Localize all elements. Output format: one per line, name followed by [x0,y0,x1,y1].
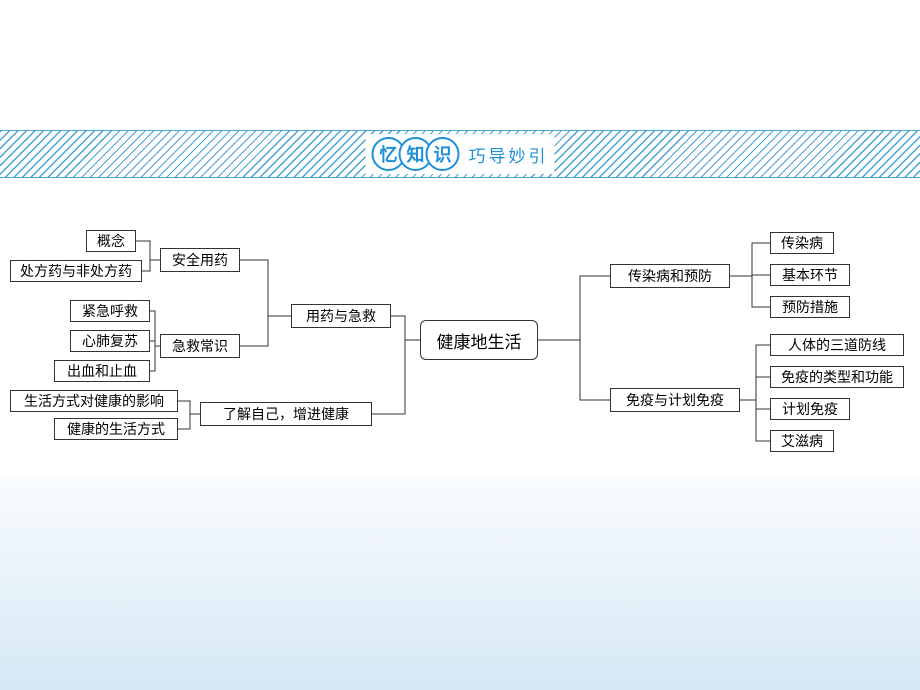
node-know_self: 了解自己，增进健康 [200,402,372,426]
node-bleed: 出血和止血 [54,360,150,382]
edge-center-immune [538,340,610,400]
edge-center-med_aid [391,316,420,340]
node-concept: 概念 [86,230,136,252]
node-aid_know: 急救常识 [160,334,240,358]
node-healthy: 健康的生活方式 [54,418,178,440]
edge-know_self-healthy [178,414,200,429]
edge-aid_know-cpr [150,341,160,346]
edge-infect-inf1 [730,243,770,276]
node-lifestyle: 生活方式对健康的影响 [10,390,178,412]
edge-immune-imm4 [740,400,770,441]
node-inf1: 传染病 [770,232,834,254]
node-imm2: 免疫的类型和功能 [770,366,904,388]
diagram-container: 健康地生活 用药与急救了解自己，增进健康 安全用药急救常识 概念处方药与非处方药紧急呼… [0,202,920,478]
header-subtitle: 巧导妙引 [469,142,549,167]
edge-med_aid-safe_med [240,260,291,316]
edge-immune-imm2 [740,377,770,400]
edge-safe_med-concept [136,241,160,260]
edge-infect-inf3 [730,276,770,307]
node-imm1: 人体的三道防线 [770,334,904,356]
node-infect: 传染病和预防 [610,264,730,288]
node-inf3: 预防措施 [770,296,850,318]
edge-immune-imm1 [740,345,770,400]
node-imm3: 计划免疫 [770,398,850,420]
node-rx: 处方药与非处方药 [10,260,142,282]
edge-immune-imm3 [740,400,770,409]
node-safe_med: 安全用药 [160,248,240,272]
header-title-group: 忆 知 识 巧导妙引 [366,134,555,174]
node-inf2: 基本环节 [770,264,850,286]
edge-know_self-lifestyle [178,401,200,414]
node-immune: 免疫与计划免疫 [610,388,740,412]
header-band: 忆 知 识 巧导妙引 [0,130,920,178]
node-med_aid: 用药与急救 [291,304,391,328]
bubble-3: 识 [426,137,460,171]
edge-safe_med-rx [142,260,160,271]
node-imm4: 艾滋病 [770,430,834,452]
node-center: 健康地生活 [420,320,538,360]
edge-center-infect [538,276,610,340]
edge-center-know_self [372,340,420,414]
node-cpr: 心肺复苏 [70,330,150,352]
node-emerg: 紧急呼救 [70,300,150,322]
edge-med_aid-aid_know [240,316,291,346]
edge-aid_know-bleed [150,346,160,371]
top-whitespace [0,0,920,130]
